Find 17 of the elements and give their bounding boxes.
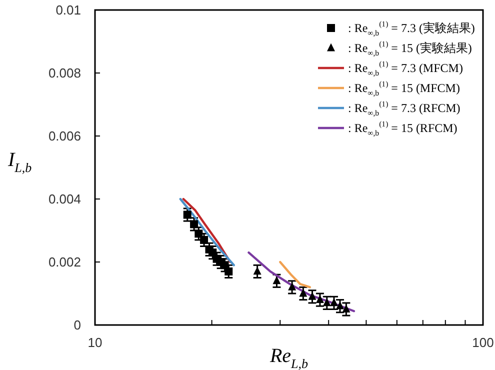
legend-label: : Re$_{∞,b}$$^{(1)}$ = 7.3 (MFCM): [348, 60, 463, 78]
x-axis-title: Re$_{L,b}$: [268, 345, 309, 370]
y-tick-label: 0.006: [48, 128, 81, 144]
y-tick-label: 0.002: [48, 254, 81, 270]
y-tick-label: 0.008: [48, 66, 81, 80]
legend-label: : Re$_{∞,b}$$^{(1)}$ = 7.3 (実験結果): [348, 20, 475, 38]
y-tick-label: 0.01: [56, 2, 81, 18]
line-series: [279, 260, 312, 288]
legend-label: : Re$_{∞,b}$$^{(1)}$ = 15 (実験結果): [348, 40, 472, 58]
legend-label: : Re$_{∞,b}$$^{(1)}$ = 7.3 (RFCM): [348, 100, 460, 118]
x-tick-label: 100: [472, 335, 494, 350]
legend-label: : Re$_{∞,b}$$^{(1)}$ = 15 (MFCM): [348, 80, 460, 98]
y-tick-label: 0: [74, 318, 81, 332]
x-tick-label: 10: [88, 335, 102, 350]
legend-label: : Re$_{∞,b}$$^{(1)}$ = 15 (RFCM): [348, 120, 458, 138]
y-axis-title: I$_{L,b}$: [7, 149, 32, 175]
y-tick-label: 0.004: [48, 192, 81, 206]
